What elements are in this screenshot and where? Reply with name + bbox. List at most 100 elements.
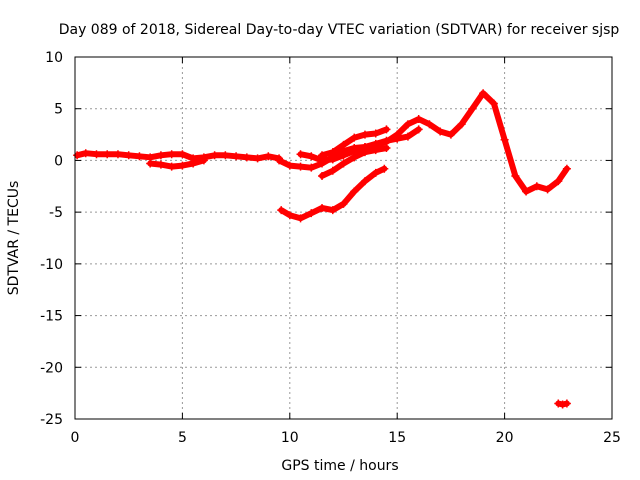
data-point (156, 160, 165, 169)
series-arc-a (275, 89, 571, 196)
y-tick-label: 5 (54, 102, 63, 118)
data-point (532, 182, 541, 191)
data-point (285, 211, 294, 220)
data-point (489, 99, 498, 108)
data-point (328, 166, 337, 175)
data-point (221, 151, 230, 160)
y-tick-label: 0 (54, 153, 63, 169)
data-point (511, 171, 520, 180)
y-tick-label: -15 (40, 309, 63, 325)
data-point (113, 150, 122, 159)
series-outlier (554, 399, 571, 409)
series-arc-low (277, 164, 389, 223)
data-point (92, 150, 101, 159)
plot-frame (74, 56, 613, 420)
data-point (328, 148, 337, 157)
data-point (380, 164, 389, 173)
data-point (318, 156, 327, 165)
data-point (350, 187, 359, 196)
x-tick-label: 0 (71, 430, 80, 446)
data-point (199, 156, 208, 165)
series-arc-b (318, 125, 391, 160)
data-point (425, 120, 434, 129)
data-point (307, 209, 316, 218)
data-point (403, 120, 412, 129)
data-point (360, 148, 369, 157)
data-point (296, 162, 305, 171)
data-series (73, 89, 571, 409)
x-tick-label: 25 (603, 430, 621, 446)
data-point (339, 159, 348, 168)
data-point (242, 153, 251, 162)
y-tick-label: 10 (45, 50, 63, 66)
data-point (156, 151, 165, 160)
data-point (178, 150, 187, 159)
data-point (124, 151, 133, 160)
data-point (554, 177, 563, 186)
data-point (307, 163, 316, 172)
data-point (562, 164, 571, 173)
data-point (554, 399, 563, 408)
y-tick-label: -5 (49, 205, 63, 221)
data-point (318, 171, 327, 180)
x-tick-label: 15 (388, 430, 406, 446)
data-point (210, 151, 219, 160)
data-point (562, 399, 571, 408)
data-point (479, 89, 488, 98)
data-point (371, 146, 380, 155)
tick-labels: 0 5 10 15 20 25 10 5 0 -5 -10 -15 -20 -25 (40, 50, 621, 446)
data-point (403, 132, 412, 141)
data-point (468, 104, 477, 113)
data-point (446, 130, 455, 139)
data-point (371, 129, 380, 138)
data-point (285, 161, 294, 170)
data-point (371, 168, 380, 177)
data-point (339, 140, 348, 149)
x-tick-label: 5 (178, 430, 187, 446)
data-point (146, 159, 155, 168)
y-axis-label: SDTVAR / TECUs (6, 181, 22, 296)
data-point (500, 135, 509, 144)
x-axis-label: GPS time / hours (281, 458, 398, 474)
series-arc-d (318, 144, 391, 180)
series-arc-main (73, 149, 284, 163)
data-point (73, 151, 82, 160)
data-point (414, 125, 423, 134)
data-point (253, 154, 262, 163)
data-point (189, 159, 198, 168)
data-point (414, 115, 423, 124)
x-tick-label: 10 (281, 430, 299, 446)
x-tick-label: 20 (496, 430, 514, 446)
data-point (339, 199, 348, 208)
data-point (558, 400, 567, 409)
grid (75, 57, 612, 419)
data-point (350, 133, 359, 142)
data-point (167, 162, 176, 171)
y-tick-label: -20 (40, 360, 63, 376)
data-point (457, 120, 466, 129)
data-point (296, 214, 305, 223)
data-point (360, 130, 369, 139)
y-tick-label: -10 (40, 257, 63, 273)
data-point (339, 151, 348, 160)
data-point (275, 156, 284, 165)
data-point (103, 150, 112, 159)
data-point (296, 150, 305, 159)
data-point (382, 144, 391, 153)
data-point (350, 153, 359, 162)
data-point (522, 187, 531, 196)
data-point (81, 149, 90, 158)
data-point (393, 134, 402, 143)
data-point (328, 155, 337, 164)
data-point (307, 152, 316, 161)
series-arc-dip (146, 156, 208, 171)
data-point (318, 204, 327, 213)
data-point (360, 177, 369, 186)
y-tick-label: -25 (40, 412, 63, 428)
data-point (167, 150, 176, 159)
data-point (232, 152, 241, 161)
data-point (382, 136, 391, 145)
data-point (382, 125, 391, 134)
data-point (264, 152, 273, 161)
